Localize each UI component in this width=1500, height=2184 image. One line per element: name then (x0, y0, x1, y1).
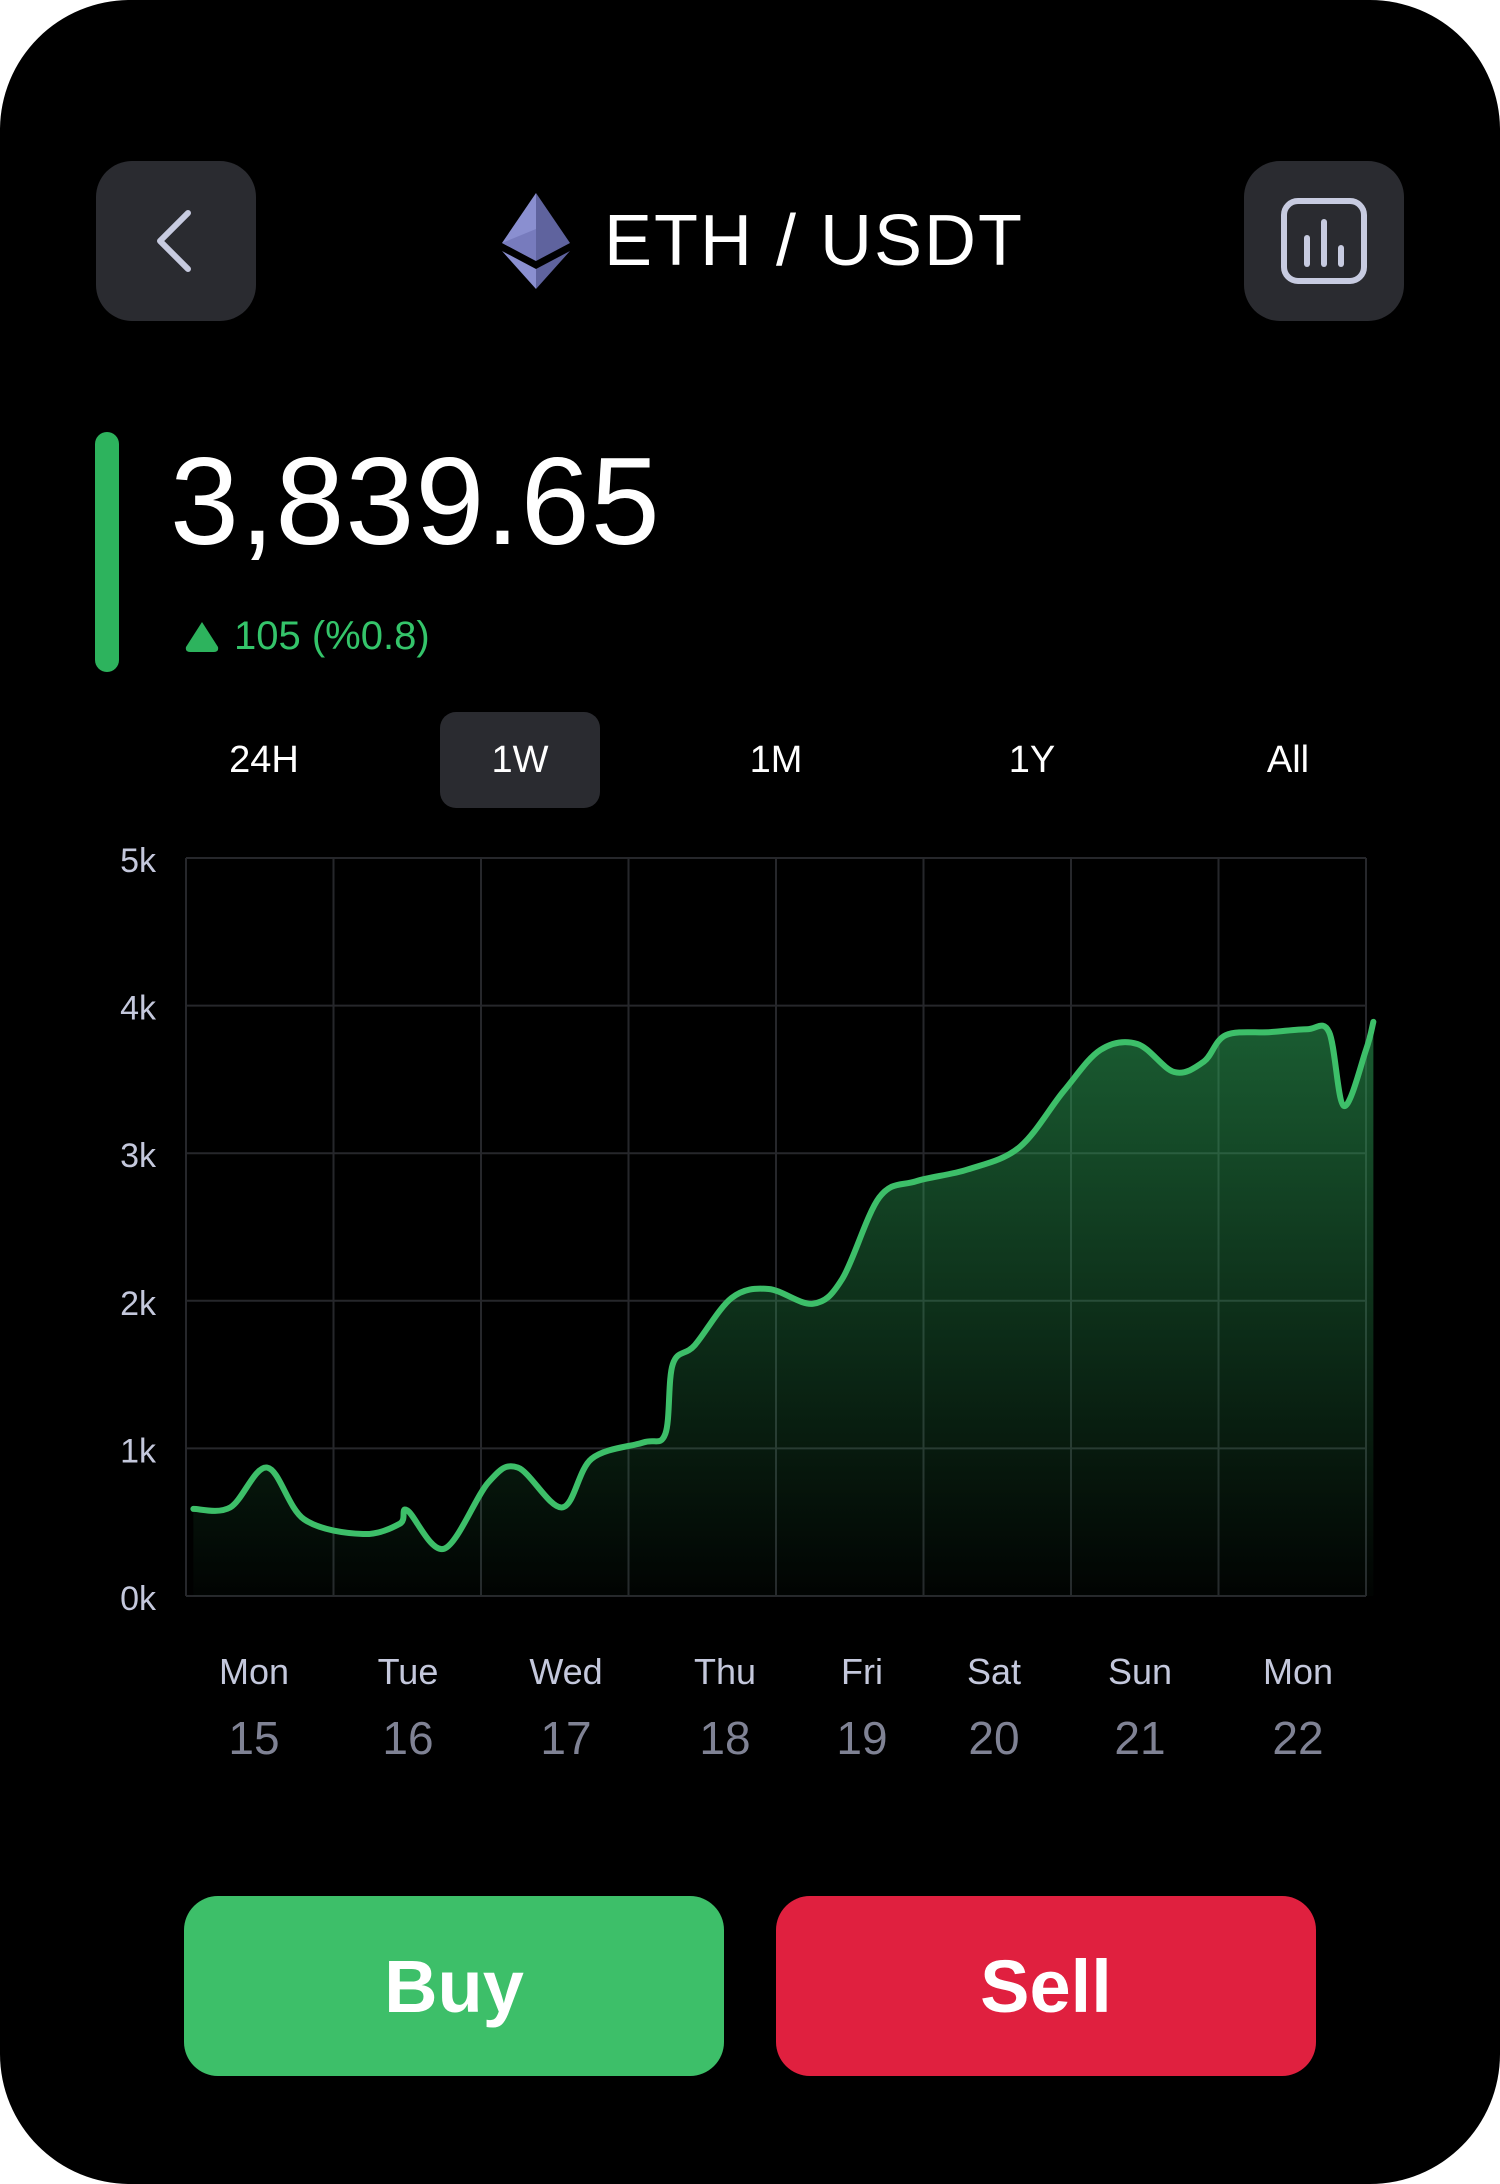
price-change: 105 (%0.8) (182, 614, 430, 659)
time-range-tabs: 24H 1W 1M 1Y All (0, 712, 1500, 808)
ethereum-icon (502, 193, 570, 289)
price-area (193, 1021, 1374, 1596)
x-day-label: Sun (1108, 1651, 1172, 1692)
x-day-label: Fri (841, 1651, 883, 1692)
chart-mode-button[interactable] (1244, 161, 1404, 321)
x-day-label: Tue (378, 1651, 439, 1692)
x-date-label: 17 (540, 1712, 591, 1764)
x-date-label: 19 (836, 1712, 887, 1764)
trend-indicator-bar (95, 432, 119, 672)
x-day-label: Mon (1263, 1651, 1333, 1692)
x-date-label: 21 (1114, 1712, 1165, 1764)
x-date-label: 22 (1272, 1712, 1323, 1764)
current-price: 3,839.65 (170, 433, 661, 571)
x-date-label: 18 (699, 1712, 750, 1764)
x-date-label: 16 (382, 1712, 433, 1764)
buy-button[interactable]: Buy (184, 1896, 724, 2076)
tab-1y[interactable]: 1Y (1008, 738, 1056, 781)
price-chart: 5k 4k 3k 2k 1k 0k Mon 15 Tue 16 Wed 17 Thu 18 Fri 19 Sa… (120, 842, 1377, 1764)
price-line (190, 1018, 1377, 1552)
x-day-label: Thu (694, 1651, 756, 1692)
tab-1w[interactable]: 1W (440, 712, 600, 808)
y-tick-label: 4k (120, 990, 157, 1028)
pair-header: ETH / USDT (500, 186, 1024, 296)
x-date-label: 15 (228, 1712, 279, 1764)
y-tick-label: 1k (120, 1432, 157, 1470)
x-day-label: Wed (529, 1651, 602, 1692)
tab-all[interactable]: All (1266, 738, 1310, 781)
y-tick-label: 0k (120, 1580, 157, 1618)
tab-1m[interactable]: 1M (749, 738, 803, 781)
bar-chart-icon (1281, 198, 1367, 284)
pair-title: ETH / USDT (604, 201, 1025, 281)
sell-button[interactable]: Sell (776, 1896, 1316, 2076)
chevron-left-icon (157, 210, 191, 272)
x-day-label: Sat (967, 1651, 1021, 1692)
y-tick-label: 5k (120, 842, 157, 880)
triangle-up-icon (185, 621, 219, 652)
x-day-label: Mon (219, 1651, 289, 1692)
price-change-value: 105 (%0.8) (234, 614, 430, 658)
y-tick-label: 3k (120, 1137, 157, 1175)
y-tick-label: 2k (120, 1285, 157, 1323)
x-date-label: 20 (968, 1712, 1019, 1764)
back-button[interactable] (96, 161, 256, 321)
tab-24h[interactable]: 24H (229, 738, 299, 781)
